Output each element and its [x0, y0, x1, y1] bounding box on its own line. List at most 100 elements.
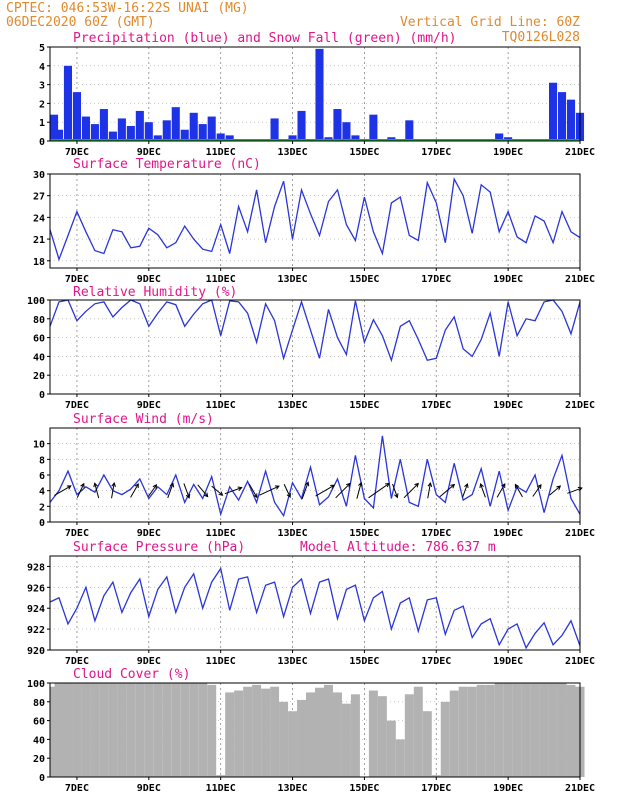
rh-xtick-label: 21DEC — [565, 400, 595, 411]
temp-panel: Surface Temperature (nC) 18 21 24 27 30 7DEC 9D… — [33, 157, 595, 285]
temp-xtick-label: 9DEC — [137, 274, 161, 285]
temp-xtick-label: 15DEC — [349, 274, 379, 285]
cloud-cover-bar — [252, 684, 262, 777]
wind-arrow-head — [253, 493, 258, 499]
precip-bar — [135, 110, 144, 141]
cloud-xtick-label: 9DEC — [137, 783, 161, 794]
pressure-xtick-label: 7DEC — [65, 656, 89, 667]
cloud-cover-bar — [243, 686, 253, 777]
precip-xtick-label: 19DEC — [493, 147, 523, 158]
cloud-cover-bar — [171, 683, 181, 777]
precip-bar — [297, 110, 306, 141]
precip-bar — [198, 124, 207, 141]
precip-bar — [126, 125, 135, 141]
cloud-cover-bar — [144, 683, 154, 777]
pressure-panel: Surface Pressure (hPa) Model Altitude: 78… — [27, 540, 595, 667]
wind-arrow-head — [274, 485, 280, 490]
cloud-cover-bar — [288, 711, 298, 777]
cloud-xtick-label: 19DEC — [493, 783, 523, 794]
precip-bar — [117, 118, 126, 141]
wind-arrow — [183, 483, 190, 499]
wind-arrow-head — [556, 485, 562, 491]
rh-ytick-label: 40 — [33, 352, 45, 363]
wind-xtick-label: 17DEC — [421, 528, 451, 539]
cloud-ytick-label: 100 — [27, 679, 45, 690]
wind-arrow — [54, 485, 72, 496]
wind-arrow — [368, 483, 390, 499]
header-grid-line: Vertical Grid Line: 60Z — [400, 15, 580, 30]
cloud-cover-bar — [485, 684, 495, 777]
wind-arrow-head — [169, 482, 175, 488]
temp-xtick-label: 19DEC — [493, 274, 523, 285]
cloud-cover-bar — [108, 683, 118, 777]
wind-arrow — [439, 484, 455, 498]
temp-series-line — [49, 177, 581, 262]
pressure-xtick-label: 13DEC — [277, 656, 307, 667]
pressure-ytick-label: 922 — [27, 625, 45, 636]
pressure-ytick-label: 928 — [27, 562, 45, 573]
temp-frame — [49, 173, 581, 269]
pressure-title: Surface Pressure (hPa) — [73, 540, 245, 555]
wind-arrow-head — [479, 483, 484, 489]
cloud-cover-bar — [198, 683, 208, 777]
rh-title: Relative Humidity (%) — [73, 285, 237, 300]
cloud-cover-bar — [72, 683, 82, 777]
wind-arrow — [532, 484, 542, 497]
cloud-cover-bar — [261, 688, 271, 777]
precip-bar — [162, 120, 171, 141]
cloud-cover-bar — [557, 683, 567, 777]
pressure-ytick-label: 920 — [27, 646, 45, 657]
precip-bar — [216, 133, 225, 141]
wind-arrow-head — [358, 481, 363, 487]
temp-ytick-label: 18 — [33, 257, 45, 268]
rh-ytick-label: 60 — [33, 334, 45, 345]
precip-bar — [207, 116, 216, 141]
rh-series-line — [49, 299, 581, 363]
precip-bar — [315, 48, 324, 141]
cloud-cover-bar — [422, 711, 432, 777]
wind-arrow-head — [384, 482, 390, 488]
precip-xtick-label: 21DEC — [565, 147, 595, 158]
wind-arrow — [514, 484, 523, 498]
cloud-cover-bar — [512, 683, 522, 777]
temp-xtick-label: 13DEC — [277, 274, 307, 285]
wind-arrow — [259, 485, 280, 496]
wind-arrow-head — [537, 483, 542, 489]
cloud-cover-bar — [413, 686, 423, 777]
precip-bar — [153, 135, 162, 141]
cloud-cover-bar — [135, 683, 145, 777]
cloud-cover-bar — [63, 683, 73, 777]
cloud-cover-bar — [440, 701, 450, 777]
precip-bar — [225, 135, 234, 141]
cloud-title: Cloud Cover (%) — [73, 667, 190, 682]
precip-ytick-label: 5 — [39, 43, 45, 54]
pressure-subtitle: Model Altitude: 786.637 m — [300, 540, 496, 555]
pressure-xtick-label: 15DEC — [349, 656, 379, 667]
wind-arrow — [224, 487, 242, 495]
precip-bar — [50, 114, 59, 141]
wind-arrow — [76, 483, 85, 498]
cloud-cover-bar — [332, 692, 342, 777]
cloud-cover-bar — [386, 720, 396, 777]
wind-arrow — [130, 483, 139, 498]
precip-ytick-label: 0 — [39, 137, 45, 148]
precip-bar — [270, 118, 279, 141]
wind-arrow — [211, 485, 223, 496]
wind-arrow — [167, 483, 174, 499]
wind-arrow-head — [414, 482, 419, 488]
rh-xtick-label: 11DEC — [206, 400, 236, 411]
precip-bar — [144, 122, 153, 141]
precip-bar — [369, 114, 378, 141]
wind-ytick-label: 0 — [39, 518, 45, 529]
wind-xtick-label: 15DEC — [349, 528, 379, 539]
wind-arrow-head — [286, 493, 291, 499]
wind-arrow-head — [514, 483, 520, 489]
precip-bar — [566, 99, 576, 141]
precip-bar — [342, 122, 351, 141]
cloud-cover-bar — [368, 690, 378, 777]
wind-arrow — [567, 487, 583, 494]
wind-ytick-label: 2 — [39, 502, 45, 513]
temp-xtick-label: 21DEC — [565, 274, 595, 285]
wind-arrow — [427, 482, 431, 499]
